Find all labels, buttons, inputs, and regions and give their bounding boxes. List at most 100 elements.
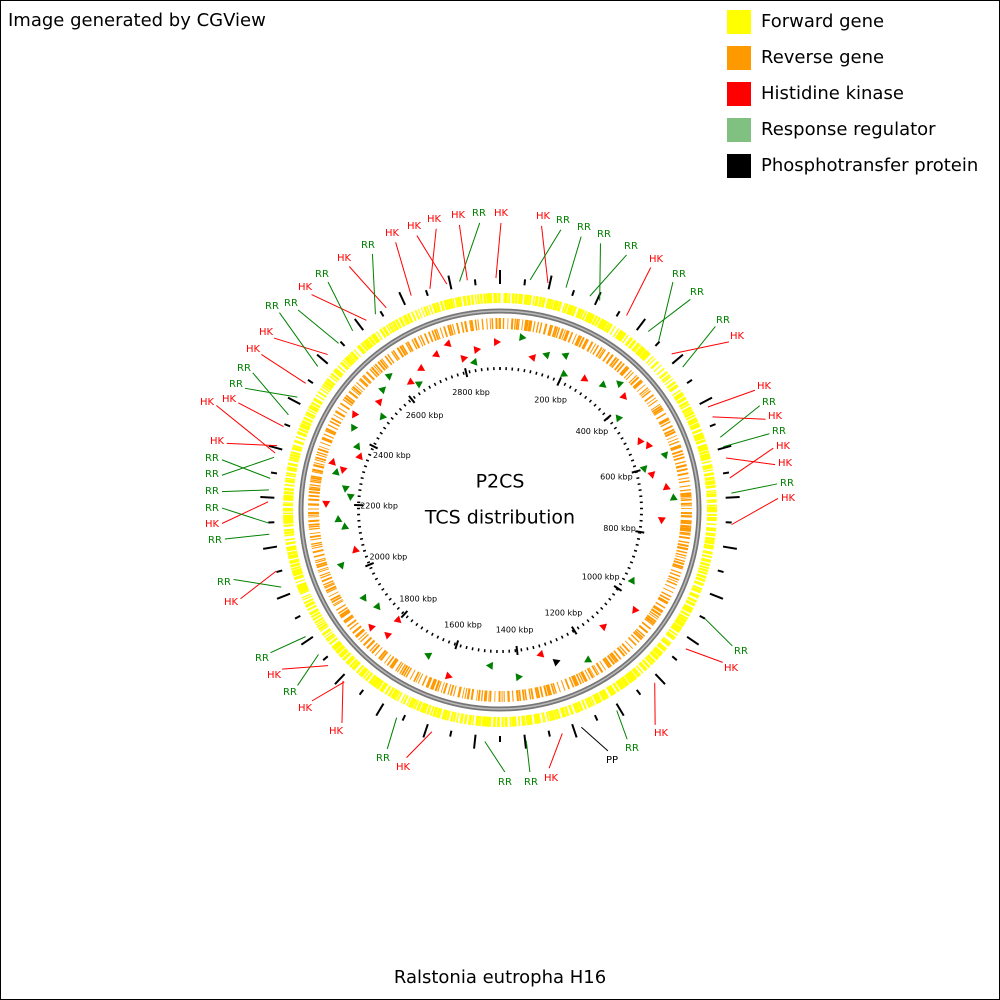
reverse-gene: [513, 318, 517, 330]
forward-gene: [485, 293, 490, 304]
forward-gene: [681, 406, 692, 414]
forward-gene: [612, 682, 620, 693]
forward-gene: [705, 532, 716, 535]
ruler-dot: [560, 635, 564, 639]
feature-leader: [244, 387, 298, 398]
forward-gene: [344, 357, 354, 366]
reverse-gene: [680, 492, 692, 495]
reverse-gene: [655, 601, 666, 609]
forward-gene: [685, 414, 696, 421]
reverse-gene: [351, 388, 361, 396]
reverse-gene: [563, 330, 570, 342]
reverse-gene: [362, 374, 372, 384]
reverse-gene: [525, 319, 529, 332]
reverse-gene: [623, 369, 633, 379]
tick-label: 200 kbp: [534, 396, 567, 405]
feature-label: RR: [229, 379, 243, 390]
reverse-gene: [619, 645, 628, 655]
forward-gene: [581, 310, 588, 321]
reverse-gene: [460, 321, 465, 333]
forward-gene: [315, 619, 325, 626]
forward-gene: [298, 427, 309, 434]
forward-gene: [692, 584, 703, 591]
reverse-gene: [571, 333, 577, 345]
forward-gene: [555, 708, 561, 719]
feature-label: HK: [210, 436, 225, 447]
tick-label: 2800 kbp: [452, 388, 490, 397]
feature-leader: [685, 648, 723, 663]
ruler-dot: [604, 602, 608, 606]
reverse-gene: [309, 534, 321, 539]
forward-gene: [285, 474, 296, 478]
scale-dash: [276, 569, 283, 574]
scale-dash: [334, 673, 346, 685]
forward-gene: [449, 711, 455, 722]
ruler-dot: [543, 642, 547, 646]
reverse-gene: [558, 328, 564, 340]
reverse-gene: [314, 459, 326, 463]
ruler-dot: [428, 385, 432, 389]
reverse-gene: [635, 628, 646, 637]
feature-leader: [565, 236, 582, 288]
forward-gene: [556, 301, 563, 312]
ruler-dot: [555, 638, 558, 642]
feature-label: HK: [298, 282, 313, 293]
reverse-gene: [406, 341, 414, 352]
reverse-gene: [311, 470, 323, 475]
reverse-gene: [644, 618, 654, 626]
reverse-gene: [315, 559, 327, 564]
forward-gene: [563, 303, 569, 314]
feature-label: RR: [772, 426, 786, 437]
forward-gene: [560, 707, 567, 718]
feature-label: RR: [672, 269, 686, 280]
ruler-dot: [623, 442, 627, 446]
forward-gene: [375, 331, 383, 341]
feature-arrow: [662, 482, 671, 491]
feature-arrow: [406, 377, 415, 385]
forward-gene: [284, 530, 295, 535]
reverse-gene: [680, 521, 692, 525]
reverse-gene: [625, 371, 634, 381]
reverse-gene: [656, 412, 667, 420]
forward-gene: [674, 392, 685, 401]
ruler-dot: [602, 412, 606, 416]
forward-gene: [284, 533, 295, 537]
reverse-gene: [606, 654, 616, 665]
forward-gene: [466, 295, 472, 306]
forward-gene: [619, 676, 629, 687]
feature-label: HK: [205, 519, 220, 530]
reverse-gene: [676, 467, 688, 473]
forward-gene: [669, 385, 679, 393]
feature-label: RR: [217, 577, 231, 588]
reverse-gene: [433, 329, 440, 341]
feature-label: RR: [205, 503, 219, 514]
forward-gene: [674, 619, 684, 628]
feature-arrow: [444, 671, 453, 680]
reverse-gene: [595, 662, 604, 673]
tick-label: 1800 kbp: [399, 595, 437, 604]
reverse-gene: [668, 575, 680, 581]
reverse-gene: [323, 582, 335, 588]
reverse-gene: [387, 353, 395, 364]
forward-gene: [437, 708, 443, 719]
reverse-gene: [356, 629, 366, 638]
forward-gene: [647, 358, 656, 366]
reverse-gene: [678, 480, 690, 484]
forward-gene: [285, 472, 297, 476]
reverse-gene: [349, 622, 359, 631]
reverse-gene: [480, 690, 484, 702]
reverse-gene: [366, 639, 376, 650]
feature-arrow: [669, 493, 678, 501]
reverse-gene: [567, 331, 574, 343]
forward-gene: [362, 339, 372, 350]
reverse-gene: [356, 382, 366, 391]
scale-dash: [654, 673, 666, 685]
forward-gene: [370, 333, 380, 344]
feature-arrow: [334, 515, 343, 523]
forward-gene: [405, 696, 412, 707]
reverse-gene: [311, 545, 323, 550]
ruler-dot: [579, 392, 583, 396]
ruler-dot: [384, 592, 389, 596]
feature-arrow: [341, 485, 350, 493]
reverse-gene: [561, 329, 566, 341]
